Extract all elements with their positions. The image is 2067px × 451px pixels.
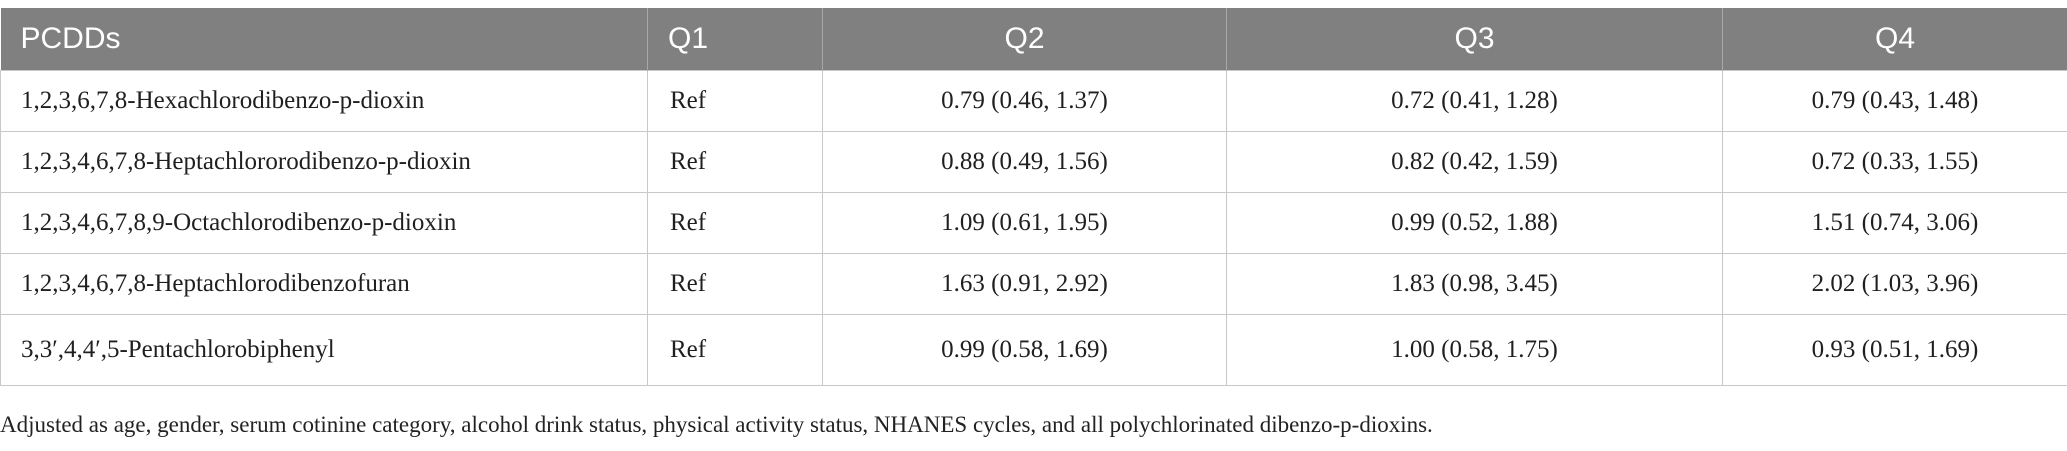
table-footnote: Adjusted as age, gender, serum cotinine … bbox=[0, 412, 1433, 437]
q3-value: 0.99 (0.52, 1.88) bbox=[1226, 192, 1723, 254]
results-table-container: PCDDs Q1 Q2 Q3 Q4 1,2,3,6,7,8-Hexachloro… bbox=[0, 8, 2067, 386]
compound-name: 1,2,3,4,6,7,8-Heptachlorodibenzofuran bbox=[0, 253, 648, 315]
table-header-row: PCDDs Q1 Q2 Q3 Q4 bbox=[0, 8, 2067, 71]
q2-value: 0.79 (0.46, 1.37) bbox=[822, 70, 1227, 132]
q2-value: 1.09 (0.61, 1.95) bbox=[822, 192, 1227, 254]
table-row: 3,3′,4,4′,5-Pentachlorobiphenyl Ref 0.99… bbox=[0, 314, 2067, 386]
header-q4: Q4 bbox=[1722, 8, 2067, 71]
q2-value: 0.88 (0.49, 1.56) bbox=[822, 131, 1227, 193]
q4-value: 0.93 (0.51, 1.69) bbox=[1722, 314, 2067, 386]
table-row: 1,2,3,4,6,7,8-Heptachlorodibenzofuran Re… bbox=[0, 253, 2067, 315]
q1-value: Ref bbox=[647, 314, 823, 386]
q3-value: 1.83 (0.98, 3.45) bbox=[1226, 253, 1723, 315]
q4-value: 0.79 (0.43, 1.48) bbox=[1722, 70, 2067, 132]
compound-name: 1,2,3,4,6,7,8-Heptachlororodibenzo-p-dio… bbox=[0, 131, 648, 193]
table-row: 1,2,3,6,7,8-Hexachlorodibenzo-p-dioxin R… bbox=[0, 70, 2067, 132]
header-q3: Q3 bbox=[1226, 8, 1723, 71]
q4-value: 2.02 (1.03, 3.96) bbox=[1722, 253, 2067, 315]
q4-value: 1.51 (0.74, 3.06) bbox=[1722, 192, 2067, 254]
q2-value: 0.99 (0.58, 1.69) bbox=[822, 314, 1227, 386]
q1-value: Ref bbox=[647, 253, 823, 315]
q3-value: 1.00 (0.58, 1.75) bbox=[1226, 314, 1723, 386]
header-pcdds: PCDDs bbox=[0, 8, 648, 71]
header-q1: Q1 bbox=[647, 8, 823, 71]
q3-value: 0.72 (0.41, 1.28) bbox=[1226, 70, 1723, 132]
table-row: 1,2,3,4,6,7,8-Heptachlororodibenzo-p-dio… bbox=[0, 131, 2067, 193]
q2-value: 1.63 (0.91, 2.92) bbox=[822, 253, 1227, 315]
table-row: 1,2,3,4,6,7,8,9-Octachlorodibenzo-p-diox… bbox=[0, 192, 2067, 254]
compound-name: 1,2,3,4,6,7,8,9-Octachlorodibenzo-p-diox… bbox=[0, 192, 648, 254]
compound-name: 1,2,3,6,7,8-Hexachlorodibenzo-p-dioxin bbox=[0, 70, 648, 132]
header-q2: Q2 bbox=[822, 8, 1227, 71]
q1-value: Ref bbox=[647, 70, 823, 132]
q4-value: 0.72 (0.33, 1.55) bbox=[1722, 131, 2067, 193]
compound-name: 3,3′,4,4′,5-Pentachlorobiphenyl bbox=[0, 314, 648, 386]
q3-value: 0.82 (0.42, 1.59) bbox=[1226, 131, 1723, 193]
results-table: PCDDs Q1 Q2 Q3 Q4 1,2,3,6,7,8-Hexachloro… bbox=[0, 8, 2067, 386]
q1-value: Ref bbox=[647, 131, 823, 193]
q1-value: Ref bbox=[647, 192, 823, 254]
